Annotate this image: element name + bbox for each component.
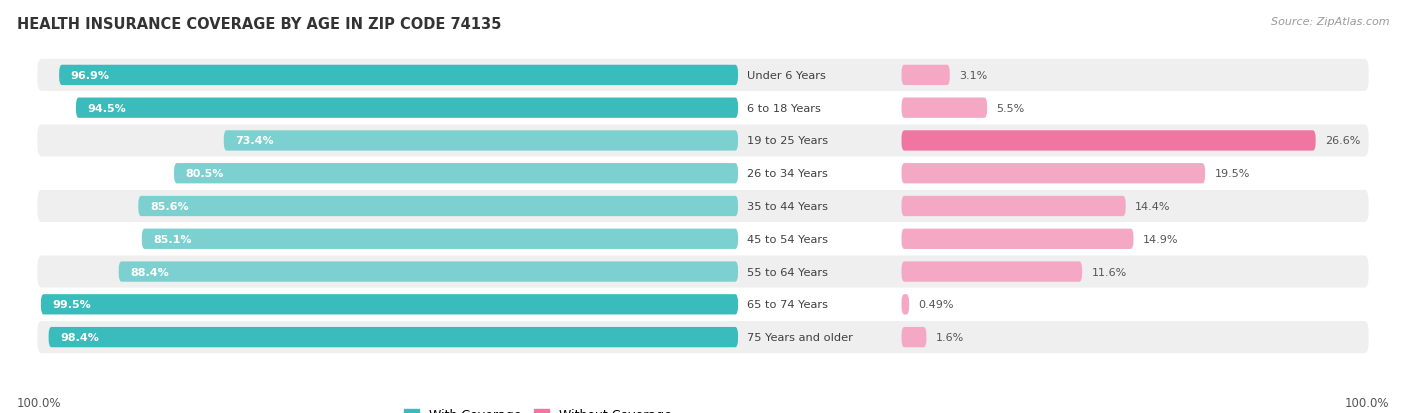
Text: 73.4%: 73.4% [235,136,274,146]
Text: 1.6%: 1.6% [936,332,965,342]
FancyBboxPatch shape [41,294,738,315]
Text: HEALTH INSURANCE COVERAGE BY AGE IN ZIP CODE 74135: HEALTH INSURANCE COVERAGE BY AGE IN ZIP … [17,17,502,31]
FancyBboxPatch shape [38,321,1368,353]
Text: 6 to 18 Years: 6 to 18 Years [748,103,821,114]
Text: 11.6%: 11.6% [1091,267,1126,277]
Text: 55 to 64 Years: 55 to 64 Years [748,267,828,277]
FancyBboxPatch shape [38,190,1368,223]
Text: 98.4%: 98.4% [60,332,100,342]
Text: 65 to 74 Years: 65 to 74 Years [748,299,828,310]
Text: 3.1%: 3.1% [959,71,987,81]
FancyBboxPatch shape [76,98,738,119]
Text: 85.1%: 85.1% [153,234,193,244]
Text: 94.5%: 94.5% [87,103,127,114]
Text: 14.9%: 14.9% [1143,234,1178,244]
FancyBboxPatch shape [38,125,1368,157]
FancyBboxPatch shape [901,262,1083,282]
FancyBboxPatch shape [142,229,738,249]
FancyBboxPatch shape [38,60,1368,92]
Text: Source: ZipAtlas.com: Source: ZipAtlas.com [1271,17,1389,26]
FancyBboxPatch shape [901,327,927,347]
Text: 19.5%: 19.5% [1215,169,1250,179]
FancyBboxPatch shape [38,256,1368,288]
Text: 80.5%: 80.5% [186,169,224,179]
Text: 100.0%: 100.0% [17,396,62,409]
FancyBboxPatch shape [38,223,1368,255]
Text: 96.9%: 96.9% [70,71,110,81]
FancyBboxPatch shape [901,66,950,86]
FancyBboxPatch shape [901,196,1126,217]
Text: 0.49%: 0.49% [918,299,955,310]
Text: 19 to 25 Years: 19 to 25 Years [748,136,828,146]
FancyBboxPatch shape [138,196,738,217]
Text: Under 6 Years: Under 6 Years [748,71,827,81]
FancyBboxPatch shape [118,262,738,282]
FancyBboxPatch shape [174,164,738,184]
Text: 35 to 44 Years: 35 to 44 Years [748,202,828,211]
Text: 85.6%: 85.6% [150,202,188,211]
Text: 45 to 54 Years: 45 to 54 Years [748,234,828,244]
FancyBboxPatch shape [224,131,738,151]
Text: 99.5%: 99.5% [52,299,91,310]
Text: 100.0%: 100.0% [1344,396,1389,409]
FancyBboxPatch shape [59,66,738,86]
Text: 75 Years and older: 75 Years and older [748,332,853,342]
FancyBboxPatch shape [901,229,1133,249]
Text: 14.4%: 14.4% [1135,202,1171,211]
Text: 26 to 34 Years: 26 to 34 Years [748,169,828,179]
FancyBboxPatch shape [901,131,1316,151]
FancyBboxPatch shape [38,289,1368,320]
Text: 5.5%: 5.5% [997,103,1025,114]
FancyBboxPatch shape [901,164,1205,184]
FancyBboxPatch shape [38,158,1368,190]
Text: 88.4%: 88.4% [131,267,169,277]
FancyBboxPatch shape [49,327,738,347]
FancyBboxPatch shape [901,98,987,119]
FancyBboxPatch shape [38,93,1368,124]
FancyBboxPatch shape [901,294,910,315]
Text: 26.6%: 26.6% [1324,136,1361,146]
Legend: With Coverage, Without Coverage: With Coverage, Without Coverage [399,404,676,413]
